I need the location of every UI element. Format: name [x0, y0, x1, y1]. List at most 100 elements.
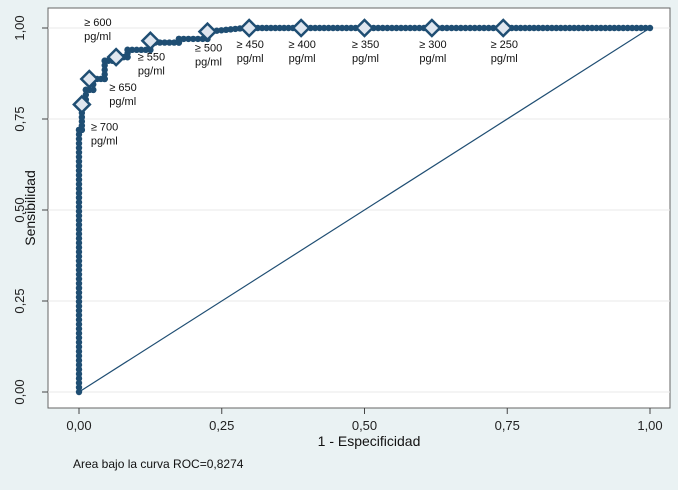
roc-point — [606, 24, 614, 32]
threshold-markers — [72, 18, 514, 115]
threshold-label: ≥ 400 — [288, 39, 315, 51]
roc-point — [272, 24, 279, 32]
roc-point — [75, 153, 83, 161]
roc-point — [411, 24, 418, 32]
threshold-label: pg/ml — [419, 53, 446, 65]
roc-point — [166, 39, 173, 46]
y-tick-label: 0,25 — [12, 288, 27, 313]
roc-point — [75, 307, 83, 314]
threshold-label: ≥ 300 — [419, 39, 446, 51]
roc-point — [75, 167, 83, 174]
roc-point — [75, 289, 83, 296]
roc-point — [570, 24, 578, 32]
roc-point — [466, 24, 474, 32]
roc-point — [75, 284, 83, 292]
roc-point — [75, 140, 83, 147]
roc-point — [218, 27, 225, 34]
roc-point — [611, 24, 618, 32]
roc-point — [517, 24, 524, 32]
roc-point — [75, 257, 83, 265]
roc-point — [566, 24, 573, 32]
roc-point — [75, 253, 83, 260]
roc-point — [75, 176, 83, 183]
roc-point — [548, 24, 556, 32]
roc-point — [75, 212, 83, 219]
roc-point — [75, 135, 83, 143]
roc-point — [75, 298, 83, 305]
roc-point — [75, 379, 83, 387]
threshold-label: pg/ml — [195, 57, 222, 69]
roc-point — [75, 180, 83, 188]
roc-point — [75, 208, 83, 215]
threshold-label: ≥ 550 — [138, 52, 165, 64]
threshold-marker — [197, 21, 218, 42]
roc-point — [128, 46, 136, 54]
roc-point — [75, 366, 83, 373]
threshold-label: pg/ml — [289, 53, 316, 65]
roc-point — [642, 24, 649, 32]
roc-point — [75, 311, 83, 319]
roc-point — [557, 24, 564, 32]
roc-point — [75, 370, 83, 378]
threshold-marker — [493, 18, 514, 38]
roc-point — [628, 24, 636, 32]
roc-point — [190, 35, 197, 43]
roc-point — [633, 24, 640, 32]
threshold-label: ≥ 350 — [352, 39, 379, 51]
y-tick-label: 0,50 — [12, 197, 27, 222]
x-axis-title: 1 - Especificidad — [318, 433, 421, 449]
threshold-marker — [106, 47, 126, 67]
x-tick-label: 1,00 — [637, 418, 662, 433]
threshold-label: pg/ml — [84, 31, 111, 43]
threshold-label: pg/ml — [138, 66, 165, 78]
threshold-marker — [354, 18, 375, 38]
reference-line — [78, 27, 651, 393]
roc-point — [439, 24, 446, 32]
threshold-label: ≥ 600 — [84, 17, 111, 29]
roc-point — [530, 24, 538, 32]
roc-point — [82, 91, 90, 98]
roc-point — [138, 46, 145, 54]
roc-point — [258, 24, 266, 32]
roc-point — [620, 24, 627, 32]
roc-point — [75, 384, 83, 391]
roc-point — [75, 275, 83, 283]
roc-point — [453, 24, 460, 32]
roc-point — [329, 24, 337, 32]
roc-point — [526, 24, 533, 32]
threshold-label: ≥ 650 — [109, 82, 136, 94]
roc-point — [75, 162, 83, 170]
roc-point — [397, 24, 405, 32]
roc-point — [579, 24, 587, 32]
roc-point — [480, 24, 488, 32]
roc-point — [535, 24, 542, 32]
roc-point — [75, 343, 83, 351]
threshold-label: ≥ 250 — [491, 39, 518, 51]
threshold-label: pg/ml — [237, 53, 264, 65]
y-tick-label: 1,00 — [12, 15, 27, 40]
roc-point — [276, 24, 283, 32]
roc-point — [75, 316, 83, 323]
roc-point — [316, 24, 323, 32]
roc-point — [263, 24, 270, 32]
roc-point — [75, 348, 83, 355]
roc-point — [280, 24, 288, 32]
threshold-marker — [291, 18, 311, 38]
roc-point — [75, 262, 83, 269]
roc-point — [553, 24, 560, 32]
roc-point — [75, 293, 83, 301]
roc-point — [325, 24, 332, 32]
roc-point — [75, 334, 83, 341]
threshold-marker — [422, 18, 442, 38]
x-tick-label: 0,25 — [209, 418, 234, 433]
roc-point — [75, 217, 83, 224]
roc-point — [142, 46, 150, 54]
roc-point — [75, 266, 83, 274]
roc-point — [101, 62, 108, 69]
roc-point — [75, 357, 83, 364]
roc-point — [75, 185, 83, 192]
threshold-label: ≥ 700 — [91, 121, 118, 133]
roc-point — [161, 39, 168, 46]
threshold-label: pg/ml — [491, 53, 518, 65]
